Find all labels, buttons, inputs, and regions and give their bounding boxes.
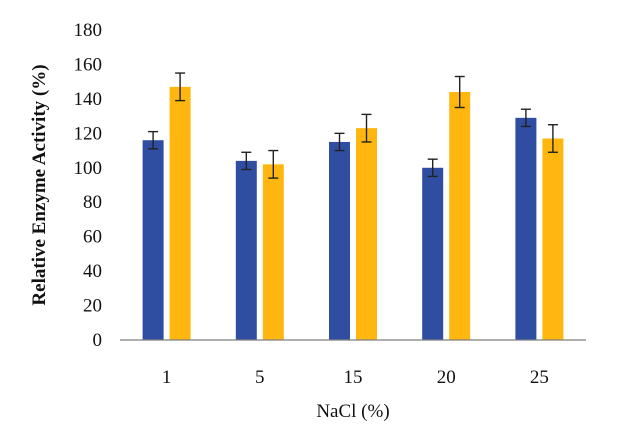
bar-series-2-20 [449, 92, 471, 340]
error-bar-series-2-5 [268, 149, 279, 179]
x-axis-title: NaCl (%) [316, 401, 389, 422]
x-tick-label: 25 [530, 367, 549, 388]
error-bars [148, 72, 558, 179]
y-tick-label: 0 [93, 330, 103, 351]
error-bar-series-2-1 [175, 72, 186, 102]
y-tick-label: 160 [74, 54, 103, 75]
y-tick-label: 20 [83, 296, 102, 317]
y-axis-title: Relative Enzyme Activity (%) [29, 64, 50, 305]
bar-series-1-1 [142, 140, 164, 340]
error-bar-series-1-5 [241, 151, 252, 171]
bar-series-2-1 [169, 86, 191, 340]
error-bar-series-1-1 [148, 130, 159, 150]
error-bar-series-2-25 [547, 124, 558, 153]
bar-series-1-20 [422, 167, 444, 340]
bars [142, 86, 564, 340]
error-bar-series-1-15 [334, 132, 345, 152]
x-tick-label: 1 [162, 367, 172, 388]
error-bar-series-1-20 [427, 158, 438, 178]
x-tick-label: 5 [255, 367, 265, 388]
y-tick-label: 120 [74, 123, 103, 144]
error-bar-series-1-25 [520, 108, 531, 128]
bar-series-2-15 [356, 128, 377, 340]
x-axis-ticks: 1 5 15 20 25 [162, 367, 549, 388]
y-tick-label: 140 [74, 89, 103, 110]
bar-series-1-5 [235, 160, 257, 340]
bar-series-2-5 [262, 164, 284, 340]
x-tick-label: 20 [437, 367, 456, 388]
y-tick-label: 40 [83, 261, 102, 282]
x-tick-label: 15 [344, 367, 363, 388]
bar-series-1-25 [515, 117, 537, 340]
bar-series-2-25 [542, 138, 564, 340]
y-tick-label: 180 [74, 20, 103, 41]
y-tick-label: 100 [74, 158, 103, 179]
bar-series-1-15 [329, 141, 350, 340]
y-tick-label: 60 [83, 227, 102, 248]
error-bar-series-2-15 [361, 113, 372, 143]
y-tick-label: 80 [83, 192, 102, 213]
error-bar-series-2-20 [454, 75, 465, 109]
y-axis-ticks: 0 20 40 60 80 100 120 140 160 180 [74, 20, 103, 351]
